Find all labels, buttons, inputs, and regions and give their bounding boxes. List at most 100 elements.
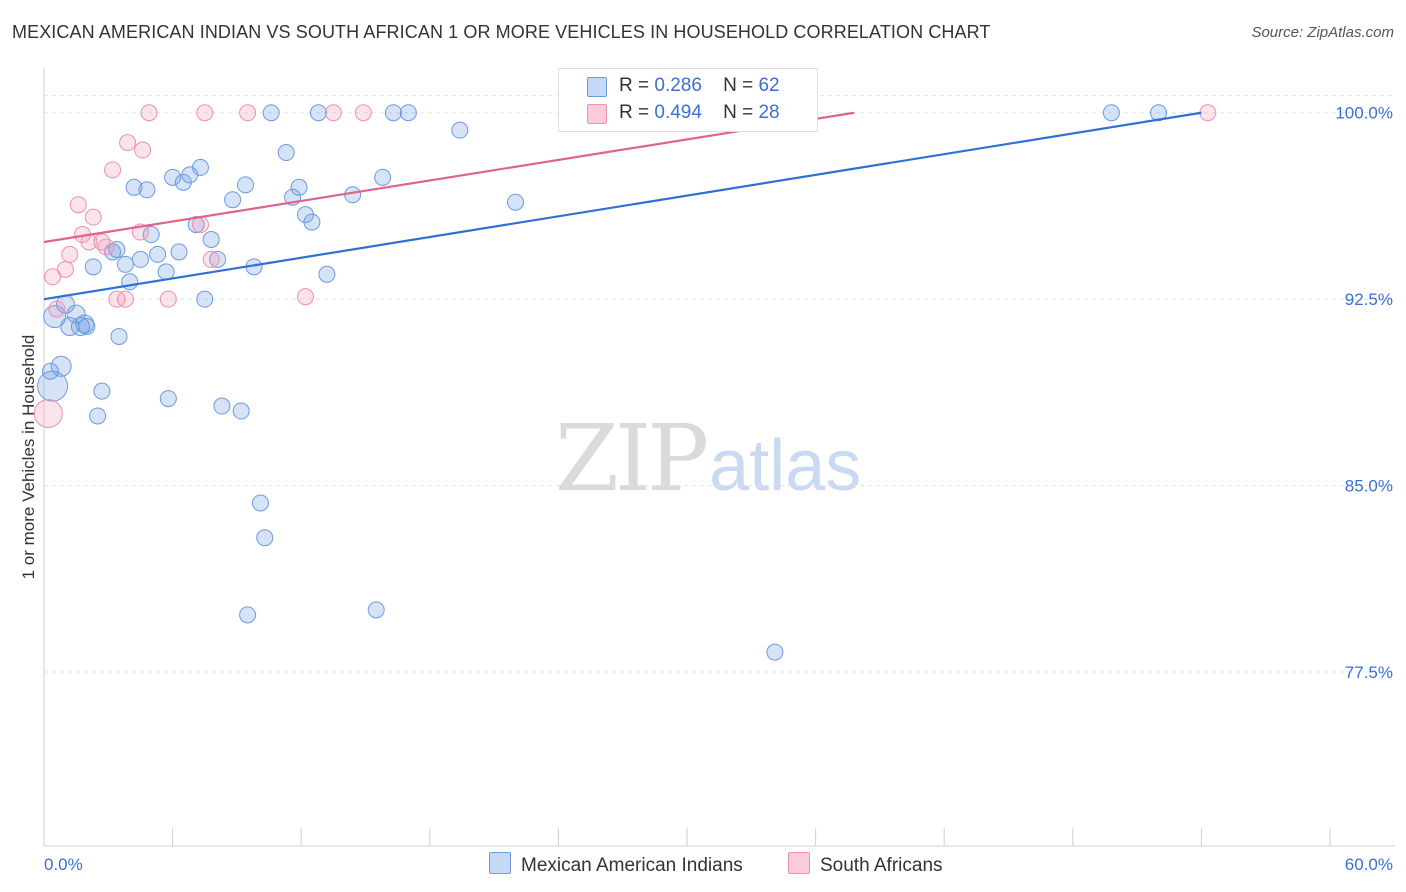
x-tick-label-min: 0.0% — [44, 855, 83, 874]
point-mexican-american-indians — [170, 243, 188, 261]
point-south-africans — [1199, 104, 1217, 122]
y-tick-label: 92.5% — [1345, 290, 1393, 309]
point-mexican-american-indians — [1102, 104, 1120, 122]
point-south-africans — [33, 399, 63, 429]
point-mexican-american-indians — [164, 168, 182, 186]
legend-r-label: R = — [619, 75, 650, 96]
watermark-atlas: atlas — [709, 426, 862, 506]
watermark-zip: ZIP — [555, 405, 709, 512]
point-south-africans — [324, 104, 342, 122]
y-tick-label: 77.5% — [1345, 663, 1393, 682]
point-mexican-american-indians — [159, 390, 177, 408]
point-south-africans — [202, 250, 220, 268]
point-mexican-american-indians — [108, 240, 126, 258]
point-mexican-american-indians — [262, 104, 280, 122]
trendline-south-africans — [43, 111, 855, 244]
point-mexican-american-indians — [89, 407, 107, 425]
legend-r-label: R = — [619, 102, 650, 123]
point-south-africans — [104, 161, 122, 179]
point-mexican-american-indians — [236, 176, 254, 194]
point-mexican-american-indians — [110, 327, 128, 345]
point-south-africans — [296, 288, 314, 306]
point-mexican-american-indians — [191, 158, 209, 176]
y-tick-label: 85.0% — [1345, 477, 1393, 496]
point-south-africans — [134, 141, 152, 159]
trendline-mexican-american-indians — [43, 111, 1202, 301]
y-tick-label: 100.0% — [1335, 104, 1393, 123]
source-credit: Source: ZipAtlas.com — [1251, 24, 1394, 41]
point-south-africans — [69, 196, 87, 214]
point-mexican-american-indians — [256, 529, 274, 547]
point-mexican-american-indians — [318, 265, 336, 283]
series-legend-pink: South Africans — [788, 852, 943, 877]
point-mexican-american-indians — [399, 104, 417, 122]
point-mexican-american-indians — [93, 382, 111, 400]
point-mexican-american-indians — [196, 290, 214, 308]
point-south-africans — [116, 290, 134, 308]
point-south-africans — [239, 104, 257, 122]
chart-title: MEXICAN AMERICAN INDIAN VS SOUTH AFRICAN… — [12, 22, 991, 42]
point-mexican-american-indians — [75, 314, 95, 334]
point-mexican-american-indians — [374, 168, 392, 186]
point-mexican-american-indians — [213, 397, 231, 415]
point-mexican-american-indians — [142, 226, 160, 244]
legend-n-label: N = — [723, 102, 754, 123]
series-swatch-blue — [489, 852, 511, 874]
point-mexican-american-indians — [50, 355, 72, 377]
watermark: ZIPatlas — [555, 405, 861, 512]
point-mexican-american-indians — [367, 601, 385, 619]
point-mexican-american-indians — [251, 494, 269, 512]
point-mexican-american-indians — [202, 231, 220, 249]
point-mexican-american-indians — [507, 193, 525, 211]
point-mexican-american-indians — [344, 186, 362, 204]
point-mexican-american-indians — [78, 318, 96, 336]
legend-r-value: 0.286 — [654, 75, 702, 96]
legend-n-label: N = — [723, 75, 754, 96]
point-mexican-american-indians — [157, 263, 175, 281]
series-swatch-pink — [788, 852, 810, 874]
point-mexican-american-indians — [116, 255, 134, 273]
point-mexican-american-indians — [125, 178, 143, 196]
x-tick-label-max: 60.0% — [1345, 855, 1393, 874]
point-mexican-american-indians — [232, 402, 250, 420]
point-south-africans — [84, 208, 102, 226]
point-south-africans — [119, 134, 137, 152]
point-south-africans — [354, 104, 372, 122]
legend-r-value: 0.494 — [654, 102, 702, 123]
point-south-africans — [108, 290, 126, 308]
point-mexican-american-indians — [239, 606, 257, 624]
point-mexican-american-indians — [187, 216, 205, 234]
point-south-africans — [159, 290, 177, 308]
point-mexican-american-indians — [290, 178, 308, 196]
point-mexican-american-indians — [149, 245, 167, 263]
legend-swatch-pink — [587, 104, 607, 124]
series-name-south-africans: South Africans — [820, 855, 943, 876]
legend-swatch-blue — [587, 77, 607, 97]
series-name-mexican-american-indians: Mexican American Indians — [521, 855, 743, 876]
point-mexican-american-indians — [303, 213, 321, 231]
point-south-africans — [196, 104, 214, 122]
stats-legend: R = 0.286 N = 62 R = 0.494 N = 28 — [558, 68, 818, 132]
point-south-africans — [56, 260, 74, 278]
point-mexican-american-indians — [384, 104, 402, 122]
point-mexican-american-indians — [131, 250, 149, 268]
point-mexican-american-indians — [451, 121, 469, 139]
point-mexican-american-indians — [84, 258, 102, 276]
point-mexican-american-indians — [41, 362, 59, 380]
point-mexican-american-indians — [209, 250, 227, 268]
y-axis-label: 1 or more Vehicles in Household — [19, 335, 38, 580]
point-mexican-american-indians — [309, 104, 327, 122]
point-mexican-american-indians — [224, 191, 242, 209]
point-mexican-american-indians — [766, 643, 784, 661]
point-south-africans — [48, 300, 66, 318]
point-mexican-american-indians — [277, 144, 295, 162]
point-mexican-american-indians — [138, 181, 156, 199]
point-south-africans — [61, 245, 79, 263]
point-south-africans — [44, 268, 62, 286]
legend-n-value: 28 — [758, 102, 780, 123]
point-south-africans — [140, 104, 158, 122]
legend-n-value: 62 — [758, 75, 780, 96]
point-south-africans — [97, 238, 115, 256]
series-legend-blue: Mexican American Indians — [489, 852, 743, 877]
